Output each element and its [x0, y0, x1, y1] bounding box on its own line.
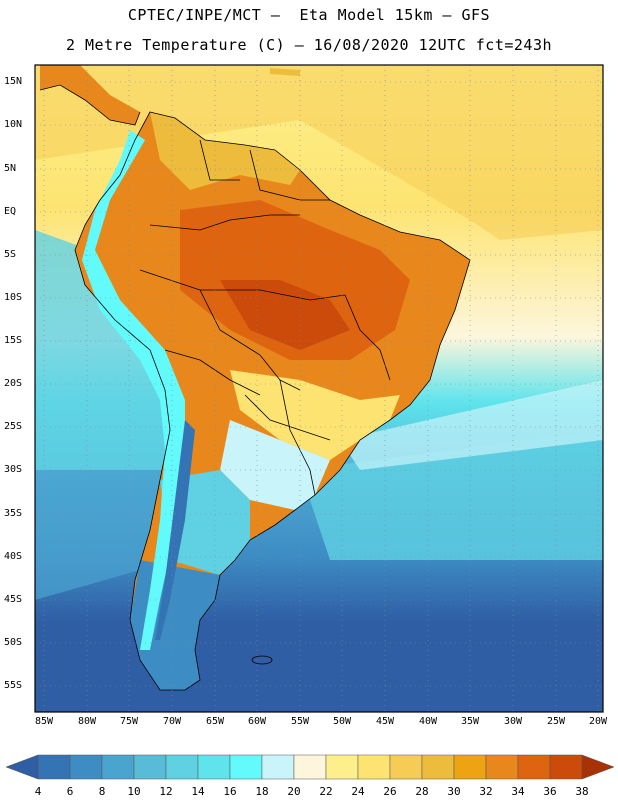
colorbar-label: 24 [351, 785, 365, 798]
colorbar-swatch [389, 754, 423, 780]
colorbar-swatch [357, 754, 391, 780]
north-coast-mild [150, 112, 300, 190]
colorbar [5, 754, 615, 780]
colorbar-arrow-right [581, 754, 615, 780]
lat-label: 10S [4, 292, 23, 303]
lat-label: 25S [4, 421, 23, 432]
colorbar-swatch [261, 754, 295, 780]
chart-title-line1: CPTEC/INPE/MCT – Eta Model 15km – GFS [127, 6, 491, 24]
colorbar-swatch [69, 754, 103, 780]
lat-label: 45S [4, 594, 23, 605]
andes-ridge [82, 130, 185, 650]
warm-atlantic [35, 65, 603, 240]
lon-label: 25W [546, 716, 566, 727]
colorbar-label: 30 [447, 785, 461, 798]
colorbar-label: 12 [159, 785, 173, 798]
south-brazil-mild [230, 370, 400, 460]
pacific-cool-band [35, 230, 170, 470]
colorbar-label: 28 [415, 785, 429, 798]
colorbar-label: 8 [98, 785, 106, 798]
lat-label: 35S [4, 508, 23, 519]
colorbar-swatch [325, 754, 359, 780]
lon-label: 30W [503, 716, 523, 727]
lon-label: 60W [247, 716, 267, 727]
lat-label: 15N [4, 76, 23, 87]
lon-label: 45W [375, 716, 395, 727]
colorbar-label: 36 [543, 785, 557, 798]
colorbar-arrow-left [5, 754, 39, 780]
colorbar-label: 20 [287, 785, 301, 798]
falkland-islands [251, 655, 273, 665]
colorbar-swatch [485, 754, 519, 780]
colorbar-swatch [293, 754, 327, 780]
colorbar-label: 34 [511, 785, 525, 798]
lat-label: 50S [4, 637, 23, 648]
interior-hottest [220, 280, 350, 350]
lat-label: 5S [4, 249, 17, 260]
lat-label: 20S [4, 378, 23, 389]
colorbar-label: 16 [223, 785, 237, 798]
lat-label: EQ [4, 206, 17, 217]
lat-label: 15S [4, 335, 23, 346]
colorbar-label: 14 [191, 785, 205, 798]
lon-label: 50W [332, 716, 352, 727]
colorbar-swatch [197, 754, 231, 780]
colorbar-swatch [165, 754, 199, 780]
colorbar-swatch [517, 754, 551, 780]
colorbar-swatch [453, 754, 487, 780]
colorbar-swatch [133, 754, 167, 780]
colorbar-label: 6 [66, 785, 74, 798]
lon-label: 65W [205, 716, 225, 727]
lon-label: 40W [418, 716, 438, 727]
lon-label: 75W [119, 716, 139, 727]
lat-label: 55S [4, 680, 23, 691]
colorbar-label: 32 [479, 785, 493, 798]
caribbean-islands [270, 68, 300, 76]
colorbar-swatch [549, 754, 583, 780]
amazon-hot [180, 200, 410, 360]
colorbar-swatch [37, 754, 71, 780]
colorbar-label: 26 [383, 785, 397, 798]
lat-label: 5N [4, 163, 17, 174]
lon-label: 20W [588, 716, 608, 727]
colorbar-swatch [101, 754, 135, 780]
chart-title-line2: 2 Metre Temperature (C) – 16/08/2020 12U… [65, 36, 553, 54]
colorbar-swatch [421, 754, 455, 780]
pampas-cool [220, 420, 330, 510]
colorbar-label: 18 [255, 785, 269, 798]
lat-label: 40S [4, 551, 23, 562]
colorbar-label: 10 [127, 785, 141, 798]
map-frame [34, 64, 604, 713]
andes-cold-core [155, 420, 195, 640]
central-america-land [40, 65, 140, 125]
south-atlantic-warm [340, 380, 603, 470]
colorbar-swatch [229, 754, 263, 780]
colorbar-label: 38 [575, 785, 589, 798]
lat-label: 30S [4, 464, 23, 475]
lon-label: 70W [162, 716, 182, 727]
lat-label: 10N [4, 119, 23, 130]
colorbar-label: 4 [34, 785, 42, 798]
lon-label: 85W [34, 716, 54, 727]
lon-label: 35W [460, 716, 480, 727]
lon-label: 80W [77, 716, 97, 727]
lon-label: 55W [290, 716, 310, 727]
colorbar-label: 22 [319, 785, 333, 798]
